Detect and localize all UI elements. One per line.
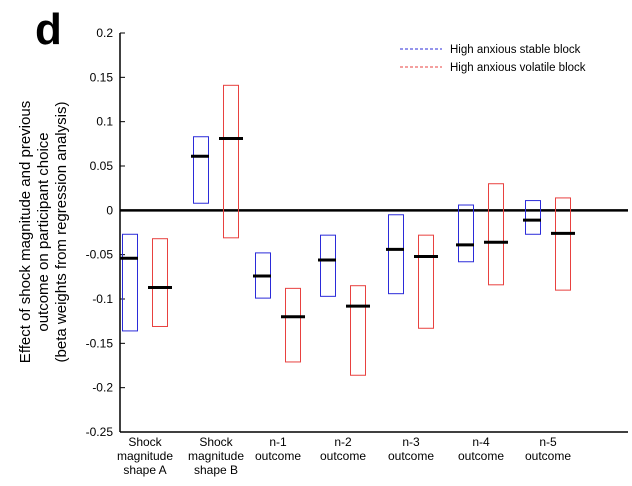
range-box-series1-cat4 <box>418 234 434 329</box>
range-box-series1-cat5 <box>488 183 504 286</box>
y-tick-label: -0.05 <box>86 248 114 262</box>
y-tick-label: 0 <box>106 203 113 217</box>
y-tick-label: 0.05 <box>90 159 114 173</box>
range-box-series0-cat6 <box>525 200 541 235</box>
y-ticks: 0.2 0.15 0.1 0.05 0 -0.05 -0.1 -0.15 -0.2 -0.25 <box>86 26 125 439</box>
y-tick-label: -0.15 <box>86 336 114 350</box>
range-box-series1-cat2 <box>285 287 301 363</box>
axes <box>119 33 628 433</box>
y-axis-label-line-1: Effect of shock magnitude and previous <box>17 101 34 363</box>
y-axis-label-line-2: outcome on participant choice <box>35 132 52 331</box>
x-category-label: Shock magnitude shape B <box>188 435 244 477</box>
panel-letter: d <box>35 5 62 54</box>
plot-marks <box>120 84 575 376</box>
x-category-label: n-3 outcome <box>388 435 434 463</box>
x-tick-labels: Shock magnitude shape A Shock magnitude shape… <box>117 435 571 477</box>
y-tick-label: -0.2 <box>92 381 113 395</box>
legend: High anxious stable block High anxious v… <box>400 44 586 74</box>
range-box-series1-cat0 <box>152 238 168 327</box>
range-box-series1-cat3 <box>350 285 366 376</box>
y-tick-label: -0.25 <box>86 425 114 439</box>
range-box-series1-cat6 <box>555 197 571 291</box>
range-box-series0-cat5 <box>458 204 474 263</box>
y-tick-label: 0.15 <box>90 70 114 84</box>
x-category-label: Shock magnitude shape A <box>117 435 173 477</box>
y-axis-label-line-3: (beta weights from regression analysis) <box>53 102 70 363</box>
y-tick-label: 0.1 <box>96 115 113 129</box>
legend-label-stable: High anxious stable block <box>450 44 581 56</box>
range-box-series0-cat3 <box>320 234 336 297</box>
legend-label-volatile: High anxious volatile block <box>450 62 586 74</box>
x-category-label: n-1 outcome <box>255 435 301 463</box>
y-axis-label: Effect of shock magnitude and previous o… <box>17 101 70 363</box>
x-category-label: n-2 outcome <box>320 435 366 463</box>
range-box-series0-cat1 <box>193 136 209 204</box>
y-tick-label: -0.1 <box>92 292 113 306</box>
x-category-label: n-5 outcome <box>525 435 571 463</box>
range-box-series0-cat4 <box>388 214 404 295</box>
range-box-series1-cat1 <box>223 84 239 239</box>
y-tick-label: 0.2 <box>96 26 113 40</box>
range-box-series0-cat0 <box>122 233 138 332</box>
x-category-label: n-4 outcome <box>458 435 504 463</box>
